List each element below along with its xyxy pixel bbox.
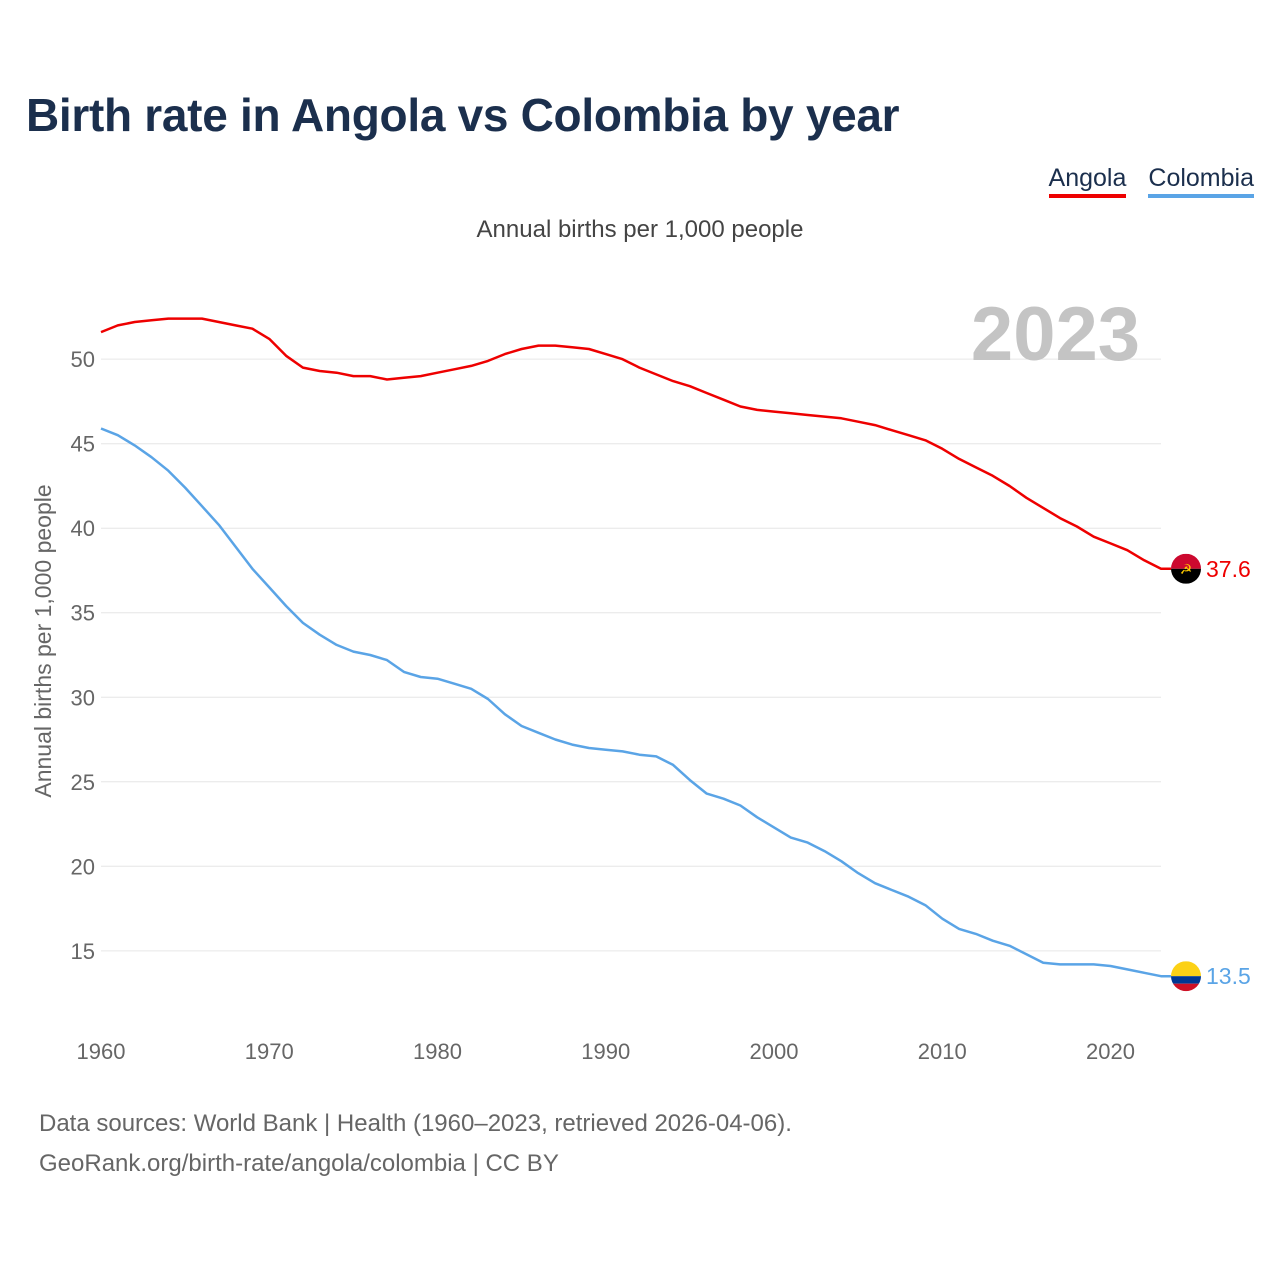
y-axis-label: Annual births per 1,000 people bbox=[30, 484, 56, 797]
chart-subtitle: Annual births per 1,000 people bbox=[476, 216, 804, 243]
y-tick-label: 25 bbox=[71, 770, 95, 795]
footer: Data sources: World Bank | Health (1960–… bbox=[39, 1104, 792, 1184]
series-line-colombia bbox=[100, 427, 1171, 978]
year-watermark: 2023 bbox=[971, 292, 1140, 377]
x-tick-label: 1970 bbox=[245, 1039, 294, 1064]
x-tick-label: 1960 bbox=[77, 1039, 126, 1064]
y-tick-label: 30 bbox=[71, 685, 95, 710]
colombia-flag-icon bbox=[1171, 961, 1201, 992]
x-axis-ticks: 1960 1970 1980 1990 2000 2010 2020 bbox=[77, 1039, 1135, 1064]
end-label-colombia: 13.5 bbox=[1206, 963, 1251, 989]
x-tick-label: 1990 bbox=[581, 1039, 630, 1064]
page-title: Birth rate in Angola vs Colombia by year bbox=[26, 89, 900, 141]
y-tick-label: 45 bbox=[71, 432, 95, 457]
y-tick-label: 20 bbox=[71, 854, 95, 879]
y-axis-ticks: 15 20 25 30 35 40 45 50 bbox=[71, 347, 95, 964]
x-tick-label: 2020 bbox=[1086, 1039, 1135, 1064]
angola-flag-icon: ☭ bbox=[1171, 553, 1201, 584]
y-tick-label: 50 bbox=[71, 347, 95, 372]
end-label-angola: 37.6 bbox=[1206, 556, 1251, 582]
series-line-angola bbox=[100, 317, 1171, 571]
svg-text:☭: ☭ bbox=[1180, 562, 1193, 578]
x-tick-label: 2010 bbox=[918, 1039, 967, 1064]
y-tick-label: 15 bbox=[71, 939, 95, 964]
grid-layer bbox=[101, 358, 1161, 952]
legend-item-colombia[interactable]: Colombia bbox=[1148, 164, 1254, 198]
legend: Angola Colombia bbox=[1048, 164, 1254, 198]
footer-source: Data sources: World Bank | Health (1960–… bbox=[39, 1110, 792, 1137]
x-tick-label: 2000 bbox=[750, 1039, 799, 1064]
x-tick-label: 1980 bbox=[413, 1039, 462, 1064]
footer-link[interactable]: GeoRank.org/birth-rate/angola/colombia |… bbox=[39, 1150, 559, 1177]
legend-item-angola[interactable]: Angola bbox=[1048, 164, 1127, 198]
y-tick-label: 35 bbox=[71, 601, 95, 626]
y-tick-label: 40 bbox=[71, 516, 95, 541]
